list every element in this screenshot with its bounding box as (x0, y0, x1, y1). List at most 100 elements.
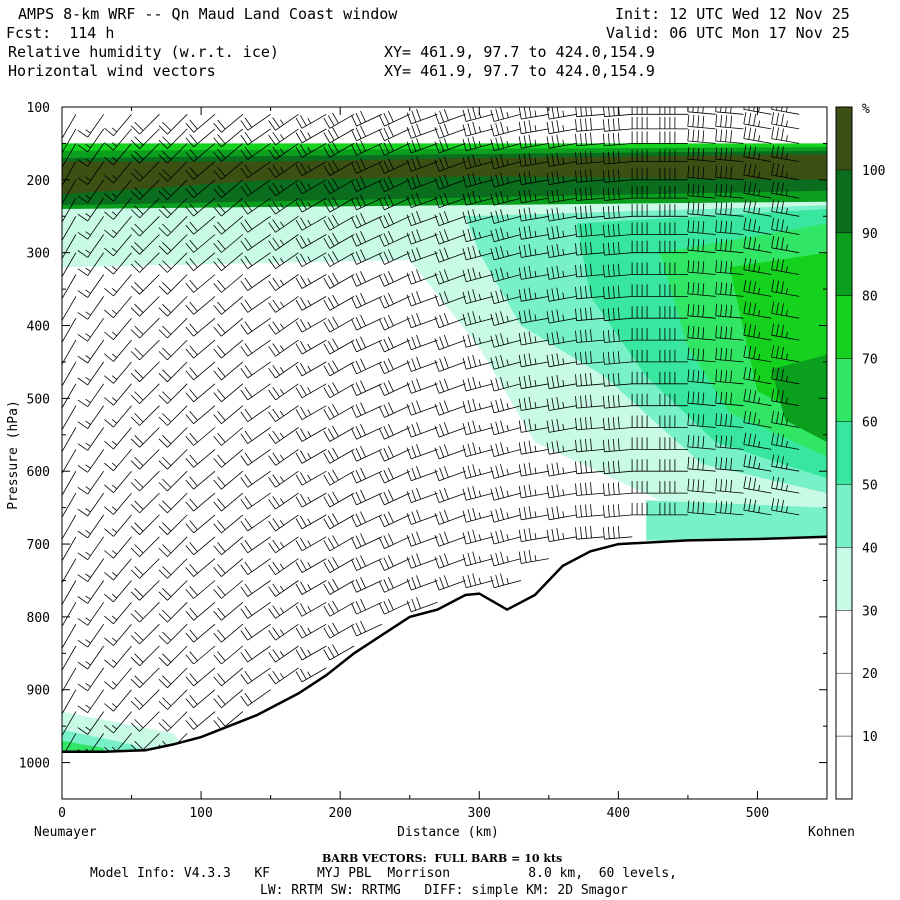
wind-barb (62, 216, 77, 241)
wind-barb (631, 328, 661, 341)
wind-barb (104, 492, 132, 515)
wind-barb (351, 555, 383, 571)
wind-barb (378, 140, 410, 156)
wind-barb (104, 623, 132, 646)
wind-barb (771, 107, 800, 115)
wind-barb (213, 580, 244, 599)
wind-barb (490, 333, 522, 348)
wind-barb (575, 307, 605, 322)
wind-barb (62, 234, 77, 259)
wind-barb (518, 462, 549, 477)
wind-barb (104, 197, 132, 220)
colorbar-swatch (836, 295, 852, 359)
wind-barb (687, 238, 716, 254)
wind-barb (546, 418, 577, 433)
wind-barb (185, 470, 216, 490)
wind-barb (490, 245, 522, 261)
wind-barb (378, 511, 410, 528)
wind-barb (158, 234, 188, 255)
wind-barb (575, 329, 605, 343)
wind-barb (687, 303, 716, 319)
wind-barb (743, 323, 772, 341)
wind-barb (378, 358, 410, 375)
wind-barb (518, 506, 549, 521)
wind-barb (158, 580, 188, 601)
wind-barb (575, 168, 605, 183)
wind-barb (240, 580, 271, 597)
wind-barb (406, 531, 438, 547)
wind-barb (771, 217, 800, 235)
wind-barb (323, 622, 355, 639)
wind-barb (295, 601, 327, 617)
wind-barb (490, 420, 522, 436)
wind-barb (77, 234, 105, 258)
wind-barb (185, 449, 216, 468)
wind-barb (323, 316, 355, 333)
wind-barb (771, 432, 800, 450)
wind-barb (546, 462, 577, 477)
wind-barb (158, 689, 188, 710)
wind-barb (351, 314, 383, 331)
wind-barb (743, 345, 772, 363)
colorbar-tick-label: 50 (862, 479, 878, 494)
wind-barb (323, 338, 355, 355)
wind-barb (240, 296, 271, 313)
wind-barb (462, 398, 494, 414)
y-tick-label: 300 (27, 247, 50, 262)
wind-barb (462, 172, 494, 188)
wind-barb (130, 339, 160, 361)
x-tick-label: 400 (607, 806, 630, 821)
wind-barb (378, 110, 410, 127)
wind-barb (462, 464, 494, 479)
wind-barb (351, 271, 383, 287)
wind-barb (213, 161, 244, 180)
wind-barb (240, 601, 271, 619)
wind-barb (62, 405, 77, 431)
colorbar-tick-label: 90 (862, 227, 878, 242)
wind-barb (240, 234, 271, 251)
init-time: Init: 12 UTC Wed 12 Nov 25 (615, 5, 850, 23)
wind-barb (268, 623, 299, 641)
wind-barb (130, 711, 160, 732)
wind-barb (158, 216, 188, 237)
wind-barb (602, 482, 633, 496)
wind-barb (602, 168, 633, 183)
wind-barb (62, 128, 77, 154)
wind-barb (603, 107, 633, 118)
wind-barb (490, 227, 522, 243)
wind-barb (268, 361, 299, 379)
wind-barb (602, 285, 633, 300)
wind-barb (462, 245, 494, 261)
wind-barb (185, 667, 216, 687)
wind-barb (406, 109, 438, 125)
wind-barb (104, 645, 132, 668)
wind-barb (295, 234, 327, 249)
physics-info: LW: RRTM SW: RRTMG DIFF: simple KM: 2D S… (260, 883, 628, 898)
wind-barb (546, 440, 577, 455)
wind-barb (268, 274, 299, 291)
wind-barb (546, 134, 577, 149)
wind-barb (323, 513, 355, 530)
wind-barb (659, 371, 688, 385)
wind-barb (575, 150, 605, 165)
wind-barb (158, 427, 188, 448)
wind-barb (434, 444, 466, 460)
wind-barb (743, 498, 772, 516)
wind-barb (295, 296, 327, 311)
wind-barb (104, 711, 132, 734)
wind-barb (687, 500, 716, 516)
wind-barb (62, 161, 77, 187)
wind-barb (490, 529, 522, 545)
wind-barb (130, 405, 160, 426)
wind-barb (158, 667, 188, 688)
wind-barb (715, 147, 744, 162)
wind-barb (158, 536, 188, 557)
wind-barb (575, 285, 605, 300)
wind-barb (462, 136, 494, 152)
wind-barb (185, 601, 216, 621)
wind-barb (687, 147, 716, 162)
wind-barb (490, 311, 522, 326)
wind-barb (575, 351, 605, 365)
wind-barb (462, 154, 494, 170)
wind-barb (268, 383, 299, 401)
